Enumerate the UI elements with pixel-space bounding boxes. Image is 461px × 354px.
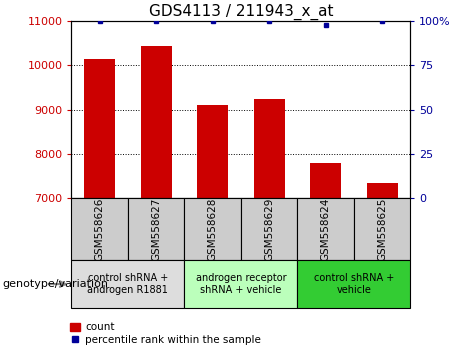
Bar (297, 198, 354, 260)
Text: control shRNA +
androgen R1881: control shRNA + androgen R1881 (88, 273, 168, 295)
Bar (141, 46, 171, 198)
Text: GSM558625: GSM558625 (377, 198, 387, 261)
Bar (184, 260, 297, 308)
Bar (71, 260, 184, 308)
Text: GSM558624: GSM558624 (320, 198, 331, 261)
Text: GSM558628: GSM558628 (207, 198, 218, 261)
Bar (84, 59, 115, 198)
Text: control shRNA +
vehicle: control shRNA + vehicle (313, 273, 394, 295)
Bar (254, 99, 284, 198)
Text: GSM558629: GSM558629 (264, 198, 274, 261)
Bar (71, 198, 128, 260)
Text: androgen receptor
shRNA + vehicle: androgen receptor shRNA + vehicle (195, 273, 286, 295)
Bar (241, 198, 297, 260)
Text: genotype/variation: genotype/variation (2, 279, 108, 289)
Bar (297, 260, 410, 308)
Bar (184, 198, 241, 260)
Text: GSM558627: GSM558627 (151, 198, 161, 261)
Bar (310, 163, 341, 198)
Legend: count, percentile rank within the sample: count, percentile rank within the sample (67, 320, 263, 347)
Title: GDS4113 / 211943_x_at: GDS4113 / 211943_x_at (148, 4, 333, 20)
Text: GSM558626: GSM558626 (95, 198, 105, 261)
Bar (197, 105, 228, 198)
Bar (128, 198, 184, 260)
Bar (366, 183, 397, 198)
Bar (354, 198, 410, 260)
